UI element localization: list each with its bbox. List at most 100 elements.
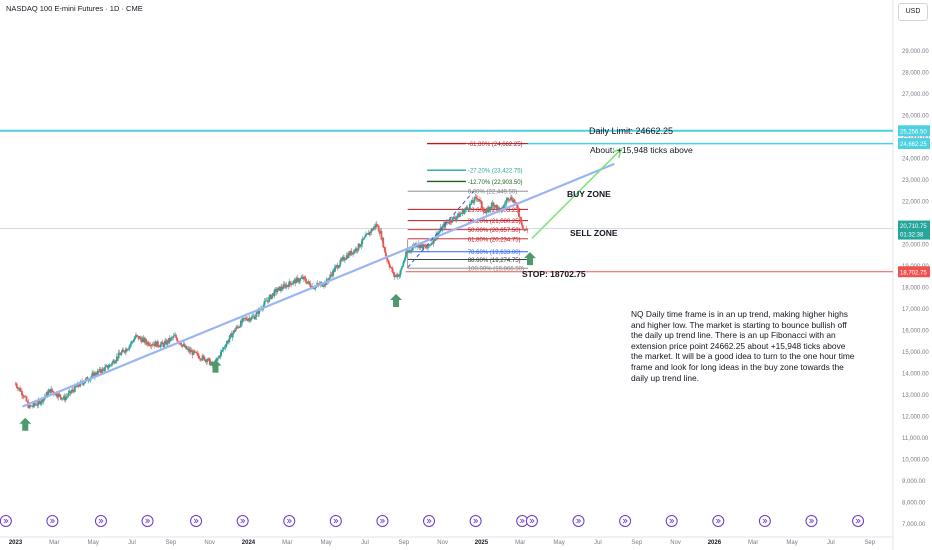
candle-body [316,283,319,286]
upper-level-tag-bg [898,125,930,137]
candle-body [68,390,71,393]
candle-body [147,342,150,346]
x-tick-label: Nov [437,540,448,546]
candle-body [395,274,397,276]
y-tick-label: 29,000.00 [902,49,929,55]
candle-body [493,205,496,207]
candle-body [221,349,224,351]
candle-body [254,316,257,320]
candle-body [83,382,85,385]
candle-body [85,377,88,379]
fib-level-label: 78.60% (19,633.00) [468,250,521,256]
candle-body [460,212,463,214]
current-price-tag: 20,710.75 [900,224,927,230]
x-tick-label: 2024 [242,540,256,546]
daily-limit-label: Daily Limit: 24662.25 [589,126,673,136]
candle-body [93,372,95,377]
candle-body [136,335,139,337]
candle-body [16,386,19,389]
candle-body [200,359,203,361]
candle-body [174,335,177,337]
candle-body [355,248,358,251]
candle-body [124,352,126,353]
candle-body [326,279,329,281]
candle-body [497,206,500,211]
candle-body [58,393,61,395]
candle-body [216,358,219,361]
fib-level-label: 61.80% (20,234.75) [468,237,521,243]
y-tick-label: 18,000.00 [902,285,929,291]
event-icon-glyph [98,518,104,524]
candle-body [153,344,156,346]
candle-body [257,310,260,314]
candle-body [420,244,423,246]
candle-body [422,244,425,249]
candle-body [21,395,24,396]
candle-body [402,262,405,267]
candle-body [312,288,315,289]
candle-body [282,284,285,289]
up-arrow-icon [19,417,32,431]
candle-body [440,227,443,231]
candle-body [105,365,108,367]
candle-body [229,333,232,336]
candle-body [73,390,75,392]
candle-body [247,319,250,321]
candle-body [348,253,351,256]
x-tick-label: Sep [864,540,875,546]
candle-body [267,300,270,302]
candle-body [114,360,117,363]
candle-body [67,392,70,396]
candle-body [228,339,230,343]
candle-body [468,208,470,210]
candle-body [104,367,106,372]
candle-body [109,364,112,366]
candle-body [477,198,480,200]
currency-button[interactable]: USD [898,3,928,21]
candle-body [463,210,466,214]
candle-body [32,402,35,407]
candle-body [104,365,107,368]
candle-body [70,391,73,394]
event-icon-glyph [473,518,479,524]
candle-body [258,308,261,314]
candle-body [255,312,258,317]
candle-body [447,221,449,223]
candle-body [276,290,279,293]
candle-body [61,398,63,400]
candle-body [437,232,440,234]
daily-limit-tag-bg [898,138,930,150]
candle-body [132,341,135,343]
candle-body [361,238,364,245]
candle-body [471,200,474,203]
candle-body [406,251,408,253]
candle-body [279,286,282,291]
candle-body [47,391,50,396]
candle-body [409,250,412,251]
candle-body [496,205,499,207]
daily-limit-tag: 24,662.25 [900,142,927,148]
candle-body [451,217,454,223]
candle-body [508,199,511,201]
candle-body [131,341,134,343]
candle-body [142,337,145,339]
candle-body [182,344,185,345]
candle-body [173,335,176,337]
candle-body [287,285,290,287]
candle-body [51,388,53,392]
y-tick-label: 25,000.00 [902,135,929,141]
candle-body [203,356,206,361]
candle-body [36,404,39,406]
event-icon-glyph [380,518,386,524]
candle-body [367,232,370,235]
candle-body [280,286,282,291]
candle-body [65,396,68,398]
candle-body [192,350,195,355]
candle-body [384,247,386,253]
y-tick-label: 7,000.00 [902,522,926,528]
candle-body [117,352,120,359]
event-icon-glyph [622,518,628,524]
candle-body [517,208,520,214]
candle-body [340,259,343,261]
